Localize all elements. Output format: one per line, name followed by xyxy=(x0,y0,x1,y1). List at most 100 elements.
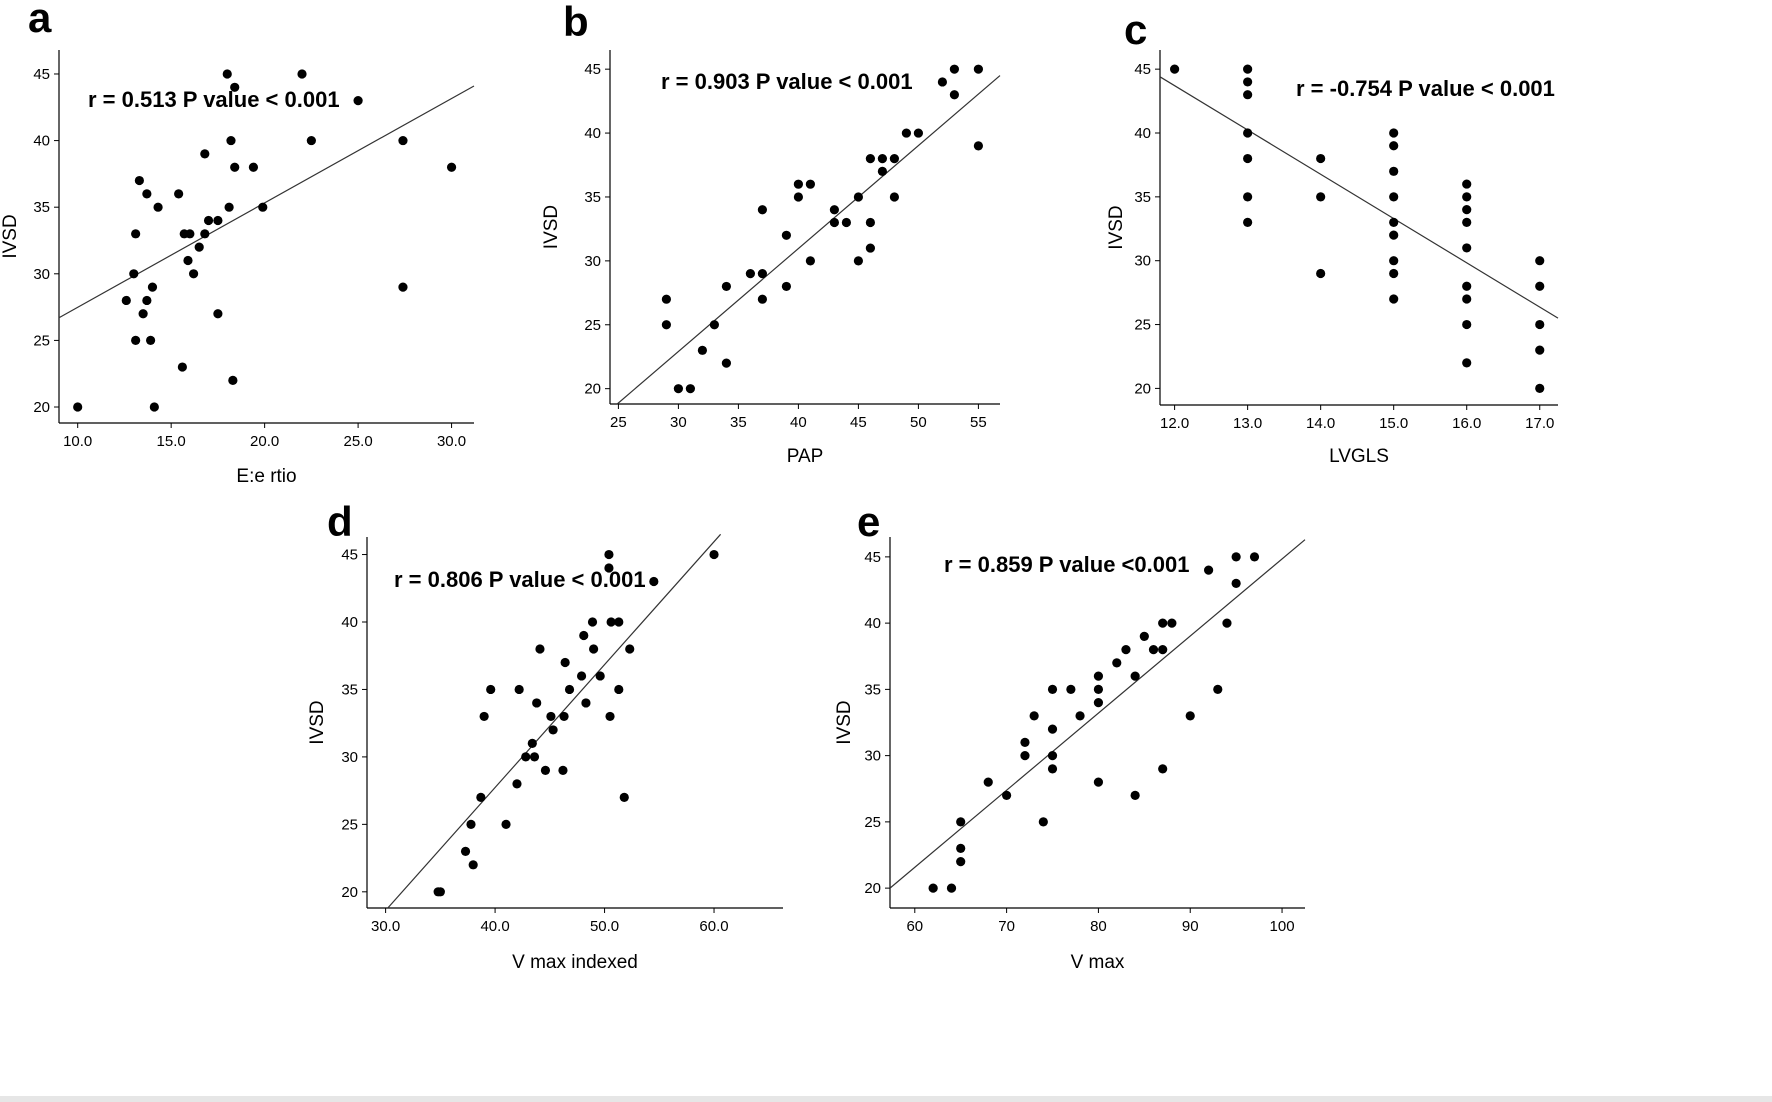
data-point xyxy=(1243,217,1253,227)
data-point xyxy=(1389,166,1399,176)
data-point xyxy=(928,883,938,893)
data-point xyxy=(1243,90,1253,100)
data-point xyxy=(147,282,158,292)
data-point xyxy=(1243,192,1253,202)
x-tick-label: 30 xyxy=(670,414,687,431)
data-point xyxy=(865,154,876,164)
y-tick-label: 35 xyxy=(584,189,601,206)
y-tick-label: 25 xyxy=(864,814,881,831)
x-tick-label: 40.0 xyxy=(480,918,509,935)
data-point xyxy=(865,217,876,228)
data-point xyxy=(1047,751,1058,761)
data-point xyxy=(1462,179,1472,189)
correlation-annotation: r = 0.903 P value < 0.001 xyxy=(661,69,913,94)
data-point xyxy=(1249,552,1260,562)
data-point xyxy=(793,179,804,189)
data-point xyxy=(1038,817,1048,827)
data-point xyxy=(937,77,948,87)
data-point xyxy=(1316,268,1326,279)
data-point xyxy=(1093,671,1104,681)
data-point xyxy=(1093,684,1104,694)
data-point xyxy=(1047,724,1058,734)
data-point xyxy=(865,243,876,253)
data-point xyxy=(853,192,864,202)
y-axis-label: IVSD xyxy=(1106,205,1127,249)
data-point xyxy=(1047,764,1058,774)
data-point xyxy=(757,205,768,215)
y-tick-label: 45 xyxy=(1134,61,1151,78)
regression-line xyxy=(58,85,475,319)
data-point xyxy=(605,711,615,722)
data-point xyxy=(129,269,139,279)
data-point xyxy=(579,630,589,641)
y-tick-label: 25 xyxy=(1134,317,1151,334)
y-tick-label: 30 xyxy=(341,749,358,766)
x-tick-label: 25.0 xyxy=(343,433,372,450)
y-tick-label: 45 xyxy=(341,547,358,564)
data-point xyxy=(1121,645,1131,655)
data-point xyxy=(200,229,210,239)
data-point xyxy=(532,698,542,708)
data-point xyxy=(673,384,684,394)
data-point xyxy=(625,644,635,654)
data-point xyxy=(1389,268,1399,279)
panel-e: 20 25 30 35 40 45 60 70 80 90 100 e r = 0.859 P valu… xyxy=(834,498,1306,973)
data-point xyxy=(576,671,587,681)
data-point xyxy=(781,230,792,240)
data-point xyxy=(558,765,568,775)
y-tick-label: 25 xyxy=(584,317,601,334)
data-point xyxy=(131,335,141,346)
data-point xyxy=(1462,358,1472,368)
data-point xyxy=(1029,711,1039,721)
bottom-divider xyxy=(0,1096,1772,1102)
x-tick-label: 50 xyxy=(910,414,927,431)
y-axis-label: IVSD xyxy=(0,214,21,258)
y-tick-label: 30 xyxy=(33,266,50,283)
data-point xyxy=(606,617,616,627)
data-point xyxy=(134,175,144,186)
x-tick-label: 40 xyxy=(790,414,807,431)
data-point xyxy=(560,657,570,668)
data-point xyxy=(1002,790,1012,800)
data-point xyxy=(1243,153,1253,164)
y-tick-label: 40 xyxy=(33,133,50,150)
data-point xyxy=(757,294,768,304)
data-point xyxy=(188,269,199,279)
data-point xyxy=(913,128,924,138)
data-point xyxy=(1158,618,1168,628)
y-tick-label: 40 xyxy=(584,125,601,142)
y-tick-label: 20 xyxy=(864,880,881,897)
data-point xyxy=(1185,711,1195,721)
x-tick-label: 15.0 xyxy=(157,433,186,450)
data-point xyxy=(514,684,524,695)
y-axis-label: IVSD xyxy=(834,700,855,744)
data-point xyxy=(1389,128,1399,138)
data-point xyxy=(230,82,240,92)
data-point xyxy=(546,711,556,722)
data-point xyxy=(1462,281,1472,291)
data-point xyxy=(145,335,156,346)
data-point xyxy=(973,64,984,74)
data-point xyxy=(956,843,966,853)
data-point xyxy=(540,765,551,775)
data-point xyxy=(529,752,540,762)
data-point xyxy=(853,256,864,266)
data-point xyxy=(604,563,614,573)
data-point xyxy=(697,345,708,355)
data-point xyxy=(889,192,900,202)
data-point xyxy=(1389,294,1399,304)
data-point xyxy=(1389,230,1399,240)
data-point xyxy=(398,135,408,146)
data-point xyxy=(1243,64,1253,74)
panel-letter: d xyxy=(327,498,353,545)
y-tick-label: 20 xyxy=(33,399,50,416)
x-axis-label: V max indexed xyxy=(512,952,638,973)
data-point xyxy=(1093,698,1104,708)
data-point xyxy=(1066,684,1076,694)
data-point xyxy=(297,69,307,79)
x-tick-label: 80 xyxy=(1090,918,1107,935)
data-point xyxy=(142,189,152,199)
data-point xyxy=(142,295,152,306)
x-tick-label: 45 xyxy=(850,414,867,431)
